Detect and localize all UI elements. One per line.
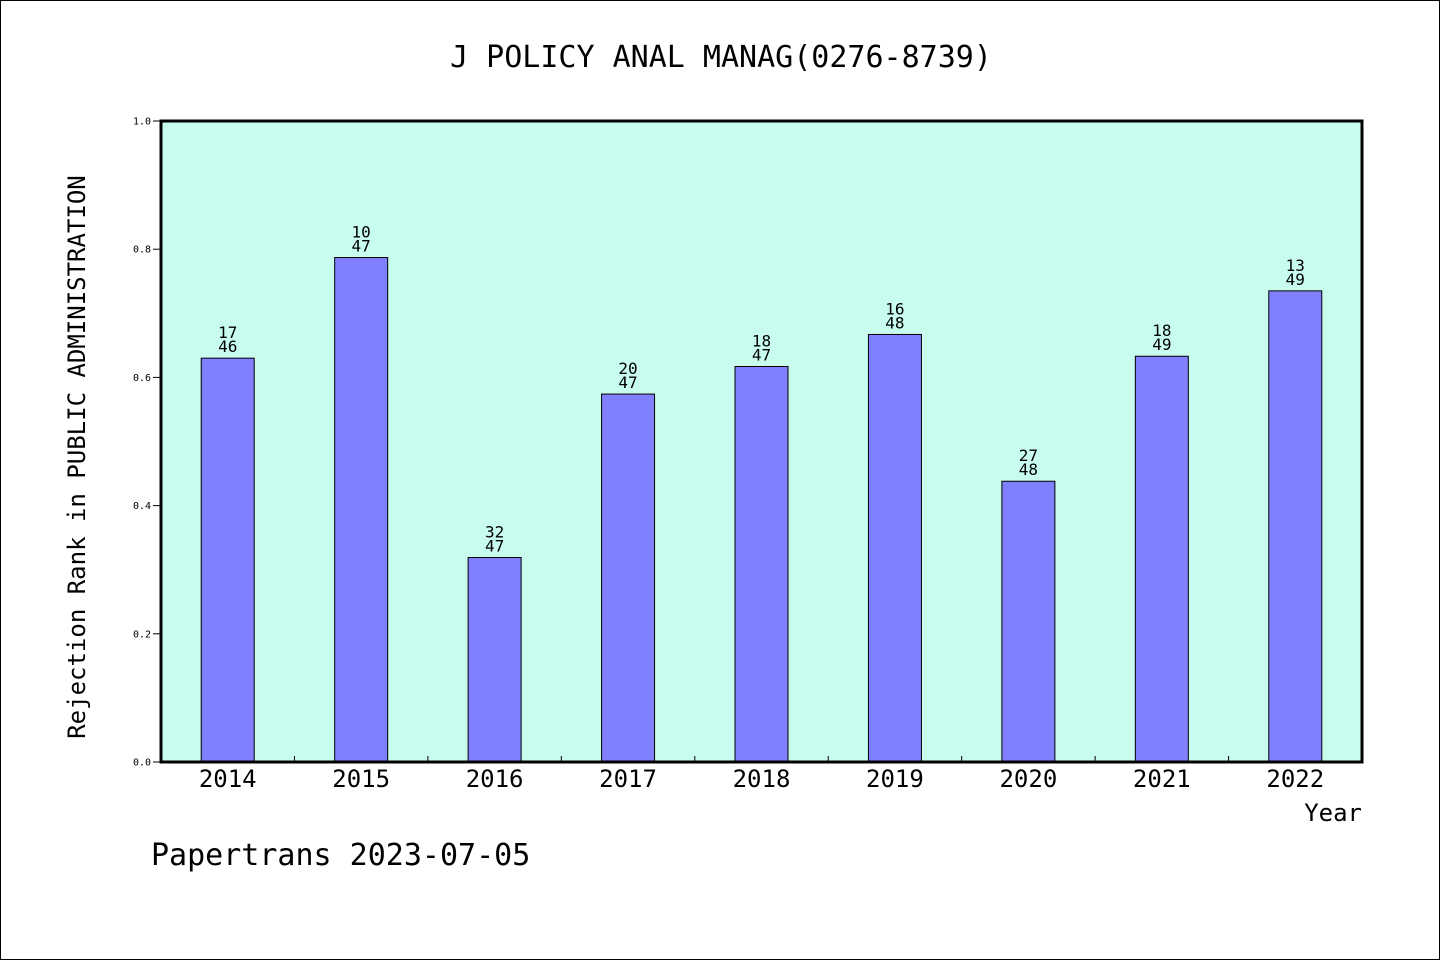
bar-rank-label: 13 xyxy=(1286,256,1305,275)
bar-rank-label: 18 xyxy=(752,332,771,351)
x-axis: 2014 2015 2016 2017 2018 2019 2020 2021 2022 xyxy=(199,756,1324,793)
x-tick-label: 2022 xyxy=(1266,765,1324,793)
bar-total-label: 46 xyxy=(218,337,237,356)
bar-rank-label: 16 xyxy=(885,299,904,318)
y-tick-label: 0.8 xyxy=(133,245,151,256)
x-axis-label: Year xyxy=(1304,799,1362,827)
x-tick-label: 2019 xyxy=(866,765,924,793)
plot-border xyxy=(159,119,1364,764)
bar-2019 xyxy=(867,333,922,763)
bar-2017 xyxy=(601,393,656,763)
bar-total-label: 47 xyxy=(752,346,771,365)
x-tick-label: 2017 xyxy=(599,765,657,793)
bar-2014 xyxy=(200,357,255,763)
chart-title: J POLICY ANAL MANAG(0276-8739) xyxy=(450,40,992,75)
bar-rank-label: 27 xyxy=(1019,446,1038,465)
y-tick-label: 1.0 xyxy=(133,117,151,128)
bar-2020 xyxy=(1001,480,1056,763)
y-tick-label: 0.2 xyxy=(133,629,151,640)
x-tick-label: 2018 xyxy=(733,765,791,793)
bar-total-label: 48 xyxy=(1019,460,1038,479)
bar-total-label: 48 xyxy=(885,313,904,332)
bar-2018 xyxy=(734,366,789,763)
x-tick-label: 2016 xyxy=(466,765,524,793)
y-axis-label: Rejection Rank in PUBLIC ADMINISTRATION xyxy=(63,175,91,739)
y-tick-label: 0.6 xyxy=(133,373,151,384)
bar-total-label: 49 xyxy=(1152,335,1171,354)
x-tick-label: 2014 xyxy=(199,765,257,793)
y-tick-label: 0.4 xyxy=(133,501,151,512)
bar-2021 xyxy=(1134,355,1189,763)
bar-total-label: 47 xyxy=(485,537,504,556)
bar-2016 xyxy=(467,557,522,763)
x-tick-label: 2020 xyxy=(999,765,1057,793)
bar-total-label: 47 xyxy=(618,373,637,392)
bar-total-label: 49 xyxy=(1286,270,1305,289)
bar-2015 xyxy=(334,257,389,763)
bar-rank-label: 32 xyxy=(485,523,504,542)
footer-credit: Papertrans 2023-07-05 xyxy=(151,838,530,873)
y-tick-label: 0.0 xyxy=(133,758,151,769)
bar-rank-label: 18 xyxy=(1152,321,1171,340)
bar-rank-label: 20 xyxy=(618,359,637,378)
bars xyxy=(200,257,1323,763)
y-axis: 0.0 0.2 0.4 0.6 0.8 1.0 xyxy=(133,117,161,769)
bar-rank-label: 10 xyxy=(352,223,371,242)
x-tick-label: 2021 xyxy=(1133,765,1191,793)
bar-2022 xyxy=(1268,290,1323,763)
bar-rank-label: 17 xyxy=(218,323,237,342)
x-tick-label: 2015 xyxy=(332,765,390,793)
bar-total-label: 47 xyxy=(352,237,371,256)
